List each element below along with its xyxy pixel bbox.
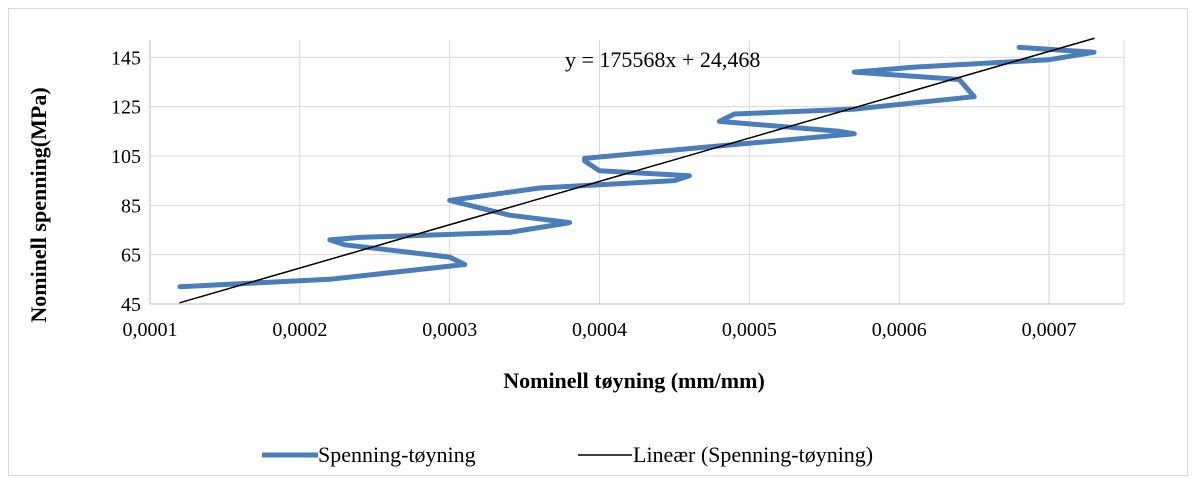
x-tick-label: 0,0004 [572, 319, 627, 341]
y-tick-label: 45 [121, 294, 141, 316]
axes [149, 40, 1124, 305]
plot-area [177, 37, 1097, 304]
y-axis-title: Nominell spenning(MPa) [26, 87, 51, 322]
chart-frame [8, 8, 1188, 476]
trendline-equation-label: y = 175568x + 24,468 [565, 47, 760, 72]
y-tick-label: 125 [111, 97, 141, 119]
y-tick-label: 65 [121, 245, 141, 267]
y-tick-label: 105 [111, 146, 141, 168]
tick-labels: 0,0001 0,0002 0,0003 0,0004 0,0005 0,0006 0,00… [111, 47, 1077, 341]
trendline-linear [179, 37, 1095, 304]
x-axis-title: Nominell tøyning (mm/mm) [503, 368, 765, 393]
x-tick-label: 0,0001 [123, 319, 178, 341]
x-tick-label: 0,0007 [1022, 319, 1077, 341]
x-tick-label: 0,0003 [422, 319, 477, 341]
legend: Spenning-tøyning Lineær (Spenning-tøynin… [262, 442, 873, 467]
y-tick-label: 85 [121, 195, 141, 217]
series-line-spenning-toyning [177, 44, 1097, 290]
legend-label-series-2: Lineær (Spenning-tøyning) [633, 442, 873, 467]
x-tick-label: 0,0006 [872, 319, 927, 341]
y-tick-label: 145 [111, 47, 141, 69]
legend-label-series-1: Spenning-tøyning [318, 442, 476, 467]
x-tick-label: 0,0002 [272, 319, 327, 341]
x-tick-label: 0,0005 [722, 319, 777, 341]
